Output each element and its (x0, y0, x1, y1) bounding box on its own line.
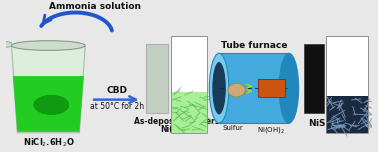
Bar (170, 36, 208, 133)
Bar (304, 44, 324, 113)
Ellipse shape (34, 95, 69, 114)
Text: Ni(OH)₂: Ni(OH)₂ (161, 125, 193, 134)
Bar (170, 36, 208, 92)
Text: As-deposited layers: As-deposited layers (134, 117, 220, 126)
Text: Ni(OH)$_2$: Ni(OH)$_2$ (257, 125, 285, 135)
Ellipse shape (212, 62, 226, 114)
Ellipse shape (11, 41, 85, 50)
Text: at 50°C for 2h: at 50°C for 2h (90, 102, 144, 111)
Polygon shape (13, 76, 84, 132)
Bar (258, 79, 285, 97)
Text: Sulfur: Sulfur (222, 125, 243, 131)
Text: CBD: CBD (107, 86, 128, 95)
Text: Tube furnace: Tube furnace (221, 41, 287, 50)
Bar (326, 96, 369, 133)
Bar (170, 92, 208, 133)
Bar (326, 36, 369, 96)
Bar (146, 44, 168, 113)
Text: NiS$_2$ layers: NiS$_2$ layers (308, 117, 365, 130)
Ellipse shape (209, 53, 229, 123)
Bar (326, 36, 369, 133)
Text: Ammonia solution: Ammonia solution (49, 2, 141, 11)
Polygon shape (11, 45, 85, 133)
Ellipse shape (228, 83, 245, 97)
Text: NiCl$_2$.6H$_2$O: NiCl$_2$.6H$_2$O (23, 137, 74, 149)
Polygon shape (4, 41, 11, 47)
Ellipse shape (279, 53, 299, 123)
Bar (219, 53, 289, 123)
